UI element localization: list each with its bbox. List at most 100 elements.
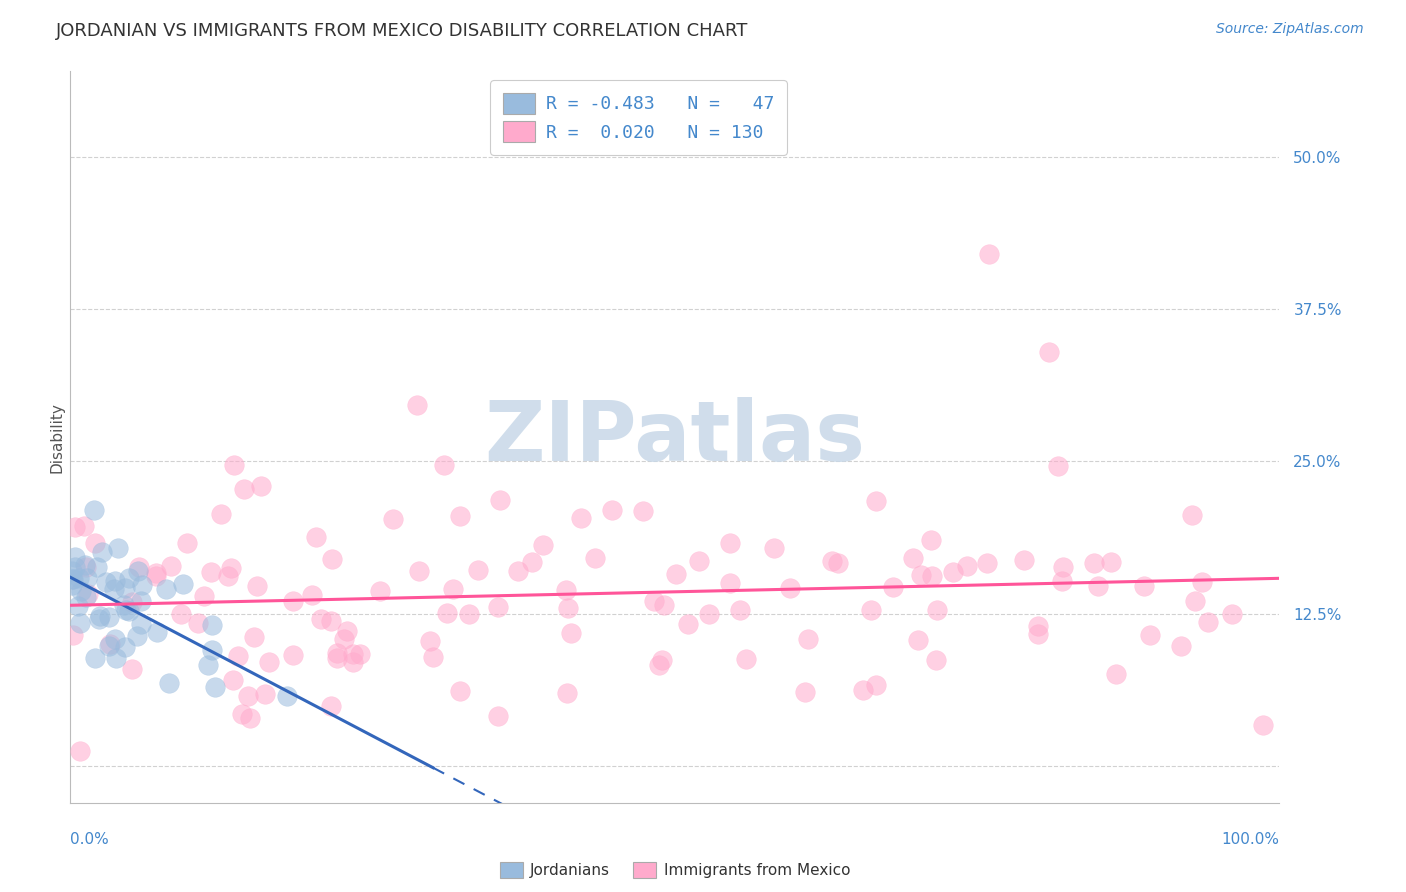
Point bbox=[734, 652, 756, 666]
Point bbox=[631, 504, 654, 518]
Point bbox=[321, 552, 343, 566]
Point bbox=[405, 397, 427, 411]
Point bbox=[219, 560, 242, 574]
Point bbox=[75, 560, 97, 574]
Point bbox=[67, 571, 90, 585]
Point bbox=[859, 603, 882, 617]
Text: 0.0%: 0.0% bbox=[70, 832, 110, 847]
Point bbox=[1083, 557, 1105, 571]
Point bbox=[127, 564, 149, 578]
Point bbox=[827, 556, 849, 570]
Point bbox=[87, 612, 110, 626]
Point bbox=[98, 637, 121, 651]
Point bbox=[301, 588, 323, 602]
Point bbox=[925, 603, 948, 617]
Point bbox=[107, 541, 129, 555]
Point bbox=[94, 574, 117, 589]
Point bbox=[449, 684, 471, 698]
Point bbox=[69, 615, 91, 630]
Point bbox=[204, 680, 226, 694]
Point bbox=[762, 541, 785, 555]
Point bbox=[160, 559, 183, 574]
Point bbox=[103, 582, 125, 596]
Point bbox=[585, 551, 607, 566]
Legend: Jordanians, Immigrants from Mexico: Jordanians, Immigrants from Mexico bbox=[492, 855, 858, 886]
Point bbox=[665, 566, 688, 581]
Point bbox=[121, 594, 143, 608]
Point bbox=[129, 594, 152, 608]
Point bbox=[382, 512, 405, 526]
Point bbox=[309, 611, 332, 625]
Point bbox=[901, 551, 924, 566]
Point bbox=[1046, 458, 1069, 473]
Point bbox=[76, 571, 98, 585]
Point bbox=[69, 584, 91, 599]
Point bbox=[342, 647, 364, 661]
Point bbox=[60, 572, 83, 586]
Point bbox=[865, 678, 887, 692]
Point bbox=[104, 650, 127, 665]
Point bbox=[84, 536, 107, 550]
Point bbox=[647, 657, 669, 672]
Point bbox=[86, 559, 108, 574]
Point bbox=[432, 458, 454, 473]
Point bbox=[114, 582, 136, 596]
Point bbox=[882, 580, 904, 594]
Point bbox=[114, 640, 136, 655]
Text: Source: ZipAtlas.com: Source: ZipAtlas.com bbox=[1216, 22, 1364, 37]
Point bbox=[730, 603, 752, 617]
Point bbox=[449, 509, 471, 524]
Point bbox=[326, 651, 349, 665]
Point bbox=[925, 653, 948, 667]
Point bbox=[651, 653, 673, 667]
Point bbox=[688, 554, 710, 568]
Point bbox=[117, 571, 139, 585]
Point bbox=[114, 603, 136, 617]
Point bbox=[281, 594, 304, 608]
Point bbox=[486, 599, 509, 614]
Point bbox=[560, 626, 582, 640]
Point bbox=[1038, 345, 1060, 359]
Point bbox=[1170, 639, 1192, 653]
Point bbox=[557, 601, 579, 615]
Point bbox=[249, 479, 271, 493]
Point bbox=[920, 533, 942, 548]
Point bbox=[797, 632, 820, 646]
Point bbox=[145, 569, 167, 583]
Point bbox=[643, 594, 665, 608]
Point bbox=[1026, 626, 1049, 640]
Point bbox=[76, 587, 98, 601]
Point bbox=[1220, 607, 1243, 622]
Point bbox=[222, 673, 245, 687]
Point bbox=[121, 662, 143, 676]
Point bbox=[104, 632, 127, 646]
Point bbox=[422, 650, 444, 665]
Point bbox=[436, 607, 458, 621]
Point bbox=[1181, 508, 1204, 523]
Point bbox=[852, 682, 875, 697]
Point bbox=[321, 699, 343, 714]
Point bbox=[718, 536, 741, 550]
Point bbox=[921, 569, 943, 583]
Point bbox=[1251, 718, 1274, 732]
Point bbox=[232, 482, 254, 496]
Point bbox=[209, 507, 232, 521]
Point bbox=[488, 492, 510, 507]
Point bbox=[131, 578, 153, 592]
Point bbox=[75, 558, 97, 573]
Point bbox=[200, 643, 222, 657]
Point bbox=[555, 686, 578, 700]
Point bbox=[486, 709, 509, 723]
Point bbox=[89, 609, 111, 624]
Point bbox=[907, 633, 929, 648]
Point bbox=[1052, 560, 1074, 574]
Point bbox=[441, 582, 464, 596]
Point bbox=[62, 628, 84, 642]
Text: 100.0%: 100.0% bbox=[1222, 832, 1279, 847]
Point bbox=[176, 536, 198, 550]
Point bbox=[1099, 555, 1122, 569]
Point bbox=[146, 624, 169, 639]
Point bbox=[67, 599, 90, 613]
Point bbox=[104, 574, 127, 589]
Point bbox=[97, 639, 120, 653]
